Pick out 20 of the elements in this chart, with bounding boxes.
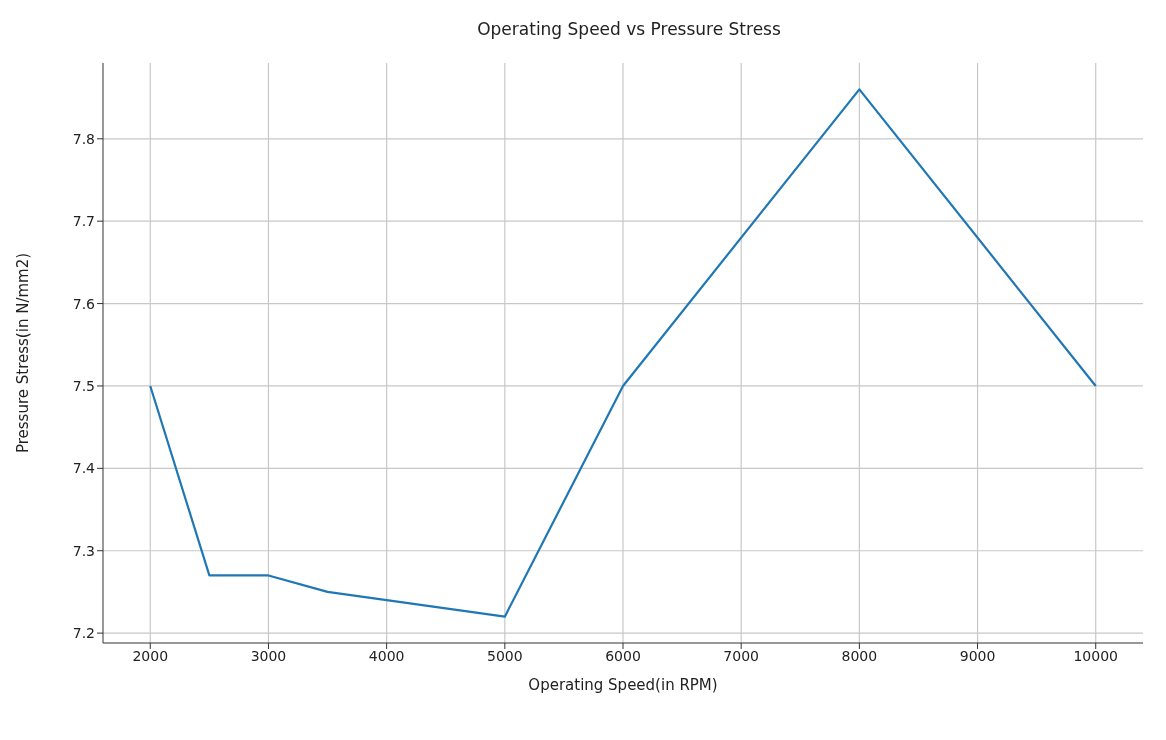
y-tick-label: 7.6 [72, 295, 96, 312]
y-tick-label: 7.3 [72, 542, 95, 559]
x-tick-label: 2000 [132, 647, 169, 664]
x-tick-label: 3000 [250, 647, 287, 664]
y-tick-label: 7.4 [72, 460, 96, 477]
x-tick-label: 9000 [959, 647, 996, 664]
y-tick-label: 7.7 [72, 213, 95, 230]
line-series [149, 88, 1097, 618]
x-axis-title: Operating Speed(in RPM) [528, 676, 718, 694]
x-tick-label: 4000 [368, 647, 405, 664]
x-tick-label: 5000 [487, 647, 523, 664]
x-tick-label: 7000 [723, 647, 759, 664]
x-tick-label: 6000 [605, 647, 641, 664]
y-axis-title: Pressure Stress(in N/mm2) [14, 252, 33, 454]
chart-title: Operating Speed vs Pressure Stress [477, 19, 781, 39]
y-tick-label: 7.8 [72, 130, 95, 147]
y-tick-label: 7.5 [72, 377, 95, 394]
x-tick-label: 8000 [841, 647, 878, 664]
y-tick-label: 7.2 [72, 625, 95, 642]
x-tick-label: 10000 [1073, 647, 1118, 664]
